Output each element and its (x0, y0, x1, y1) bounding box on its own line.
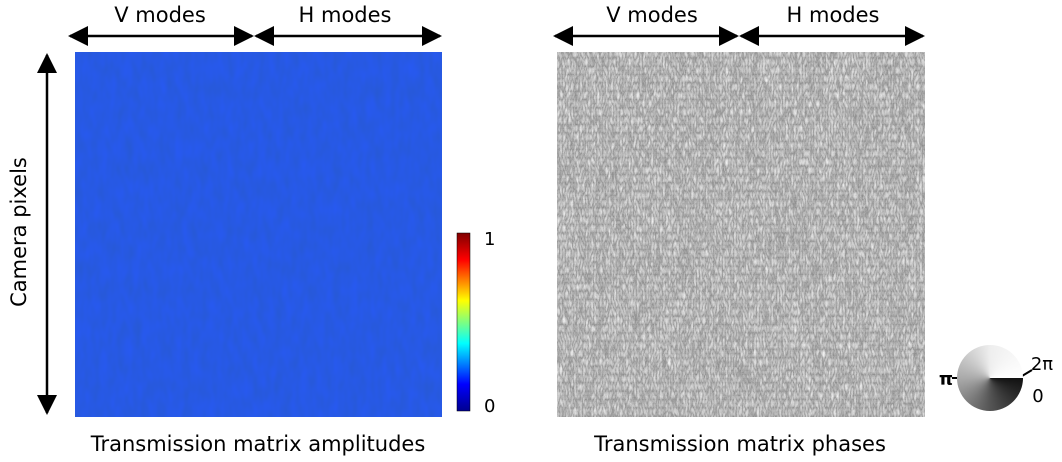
top-label: V modes (606, 3, 698, 27)
wheel-tick (1021, 369, 1033, 377)
top-label: V modes (114, 3, 206, 27)
colorbar-label: 1 (484, 229, 495, 250)
top-label: H modes (299, 3, 392, 27)
colorbar-label: 0 (484, 396, 495, 417)
top-label: H modes (787, 3, 880, 27)
colorbar (456, 232, 471, 412)
phase-map (557, 52, 925, 417)
amplitude-map (75, 52, 442, 417)
wheel-label: 2π (1031, 354, 1053, 375)
wheel-label: 0 (1032, 386, 1043, 407)
y-label: Camera pixels (7, 157, 31, 307)
phase-wheel (957, 345, 1023, 411)
wheel-label: π (939, 369, 953, 390)
caption: Transmission matrix amplitudes (90, 432, 426, 456)
caption: Transmission matrix phases (593, 432, 886, 456)
